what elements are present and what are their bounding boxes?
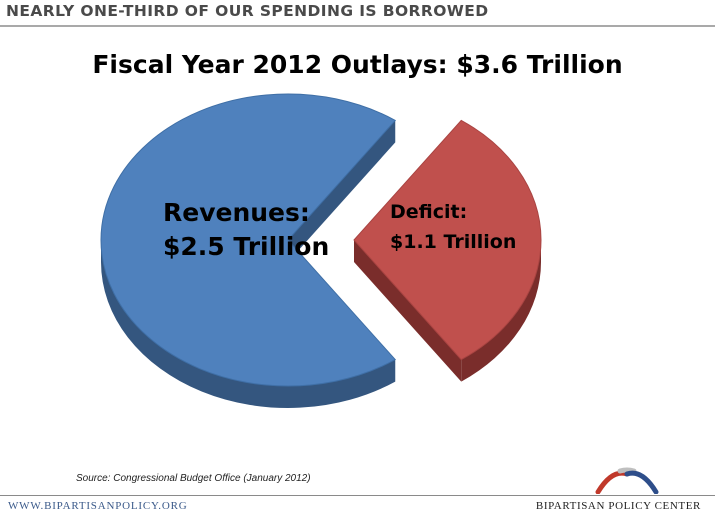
- website-link[interactable]: WWW.BIPARTISANPOLICY.ORG: [8, 500, 188, 512]
- revenues-slice-side: [101, 240, 396, 408]
- revenues-slice: [100, 93, 397, 387]
- deficit-slice: [353, 119, 542, 361]
- source-note: Source: Congressional Budget Office (Jan…: [76, 473, 311, 484]
- header-divider: [0, 25, 715, 27]
- footer-divider: [0, 495, 715, 496]
- revenues-value: $2.5 Trillion: [163, 232, 330, 261]
- organization-name: BIPARTISAN POLICY CENTER: [535, 500, 701, 512]
- deficit-slice-cut-face: [354, 240, 462, 382]
- deficit-label: Deficit:: [390, 201, 468, 223]
- deficit-value: $1.1 Trillion: [390, 231, 517, 253]
- bipartisan-logo-icon: [595, 467, 659, 494]
- header-title: NEARLY ONE-THIRD OF OUR SPENDING IS BORR…: [6, 2, 489, 20]
- chart-title: Fiscal Year 2012 Outlays: $3.6 Trillion: [92, 50, 623, 79]
- header-bar: NEARLY ONE-THIRD OF OUR SPENDING IS BORR…: [0, 0, 715, 27]
- revenues-label: Revenues:: [163, 198, 310, 227]
- deficit-slice-side: [461, 240, 541, 382]
- revenues-slice-cut-face: [288, 120, 396, 262]
